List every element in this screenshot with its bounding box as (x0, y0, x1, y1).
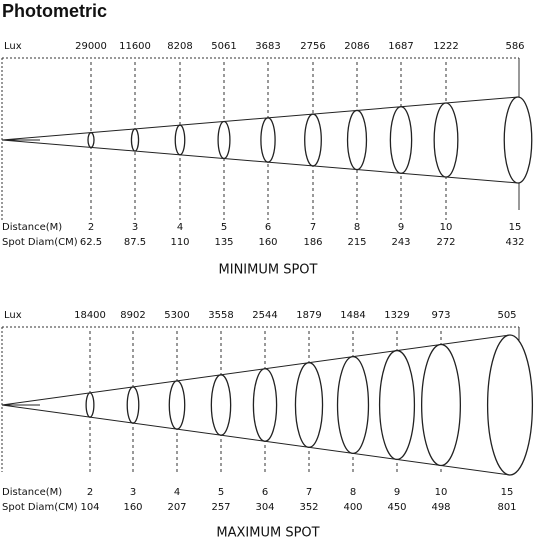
lux-value: 1329 (384, 310, 409, 321)
spot-ellipse (85, 392, 95, 418)
distance-value: 5 (221, 222, 227, 233)
spot-ellipse (433, 102, 459, 178)
spot-value: 62.5 (80, 237, 102, 248)
distance-value: 8 (354, 222, 360, 233)
lux-value: 2086 (344, 41, 369, 52)
spot-ellipse (252, 368, 278, 442)
spot-ellipse (294, 362, 324, 448)
spot-value: 498 (431, 502, 450, 513)
spot-value: 243 (391, 237, 410, 248)
spot-value: 110 (170, 237, 189, 248)
spot-value: 207 (167, 502, 186, 513)
spot-value: 160 (258, 237, 277, 248)
lux-value: 5061 (211, 41, 236, 52)
lux-value: 5300 (164, 310, 189, 321)
lux-value: 1687 (388, 41, 413, 52)
lux-value: 1484 (340, 310, 365, 321)
lux-value: 3558 (208, 310, 233, 321)
spot-ellipse (210, 374, 232, 436)
lux-value: 586 (505, 41, 524, 52)
lux-value: 11600 (119, 41, 151, 52)
distance-value: 7 (306, 487, 312, 498)
cone-edge (1, 334, 511, 406)
spot-ellipse (486, 334, 534, 476)
lux-value: 2756 (300, 41, 325, 52)
spot-label: Spot Diam(CM) (2, 237, 78, 248)
distance-value: 5 (218, 487, 224, 498)
distance-value: 10 (440, 222, 453, 233)
spot-ellipse (336, 355, 370, 455)
spot-ellipse (168, 380, 186, 430)
distance-value: 2 (87, 487, 93, 498)
lux-value: 505 (497, 310, 516, 321)
cone-edge (1, 96, 519, 141)
lux-value: 3683 (255, 41, 280, 52)
spot-value: 272 (436, 237, 455, 248)
distance-value: 9 (398, 222, 404, 233)
spot-ellipse (346, 109, 368, 171)
lux-label: Lux (4, 310, 22, 321)
spot-ellipse (420, 343, 462, 467)
lux-value: 1222 (433, 41, 458, 52)
cone-edge (1, 404, 511, 476)
lux-value: 8902 (120, 310, 145, 321)
spot-ellipse (217, 120, 231, 160)
distance-value: 2 (88, 222, 94, 233)
distance-value: 3 (130, 487, 136, 498)
spot-ellipse (503, 96, 533, 184)
spot-value: 87.5 (124, 237, 146, 248)
spot-ellipse (304, 113, 322, 167)
caption: MINIMUM SPOT (219, 263, 318, 278)
spot-value: 450 (387, 502, 406, 513)
distance-value: 8 (350, 487, 356, 498)
spot-ellipse (378, 349, 416, 461)
distance-label: Distance(M) (2, 487, 62, 498)
spot-value: 135 (214, 237, 233, 248)
spot-value: 400 (343, 502, 362, 513)
spot-ellipse (174, 124, 186, 156)
spot-ellipse (389, 106, 413, 174)
spot-value: 215 (347, 237, 366, 248)
spot-value: 104 (80, 502, 99, 513)
spot-ellipse (87, 131, 95, 149)
lux-value: 2544 (252, 310, 277, 321)
caption: MAXIMUM SPOT (216, 526, 319, 540)
distance-value: 4 (174, 487, 180, 498)
distance-value: 6 (265, 222, 271, 233)
distance-value: 3 (132, 222, 138, 233)
spot-ellipse (126, 386, 140, 424)
lux-value: 29000 (75, 41, 107, 52)
lux-value: 1879 (296, 310, 321, 321)
lux-label: Lux (4, 41, 22, 52)
spot-value: 352 (299, 502, 318, 513)
spot-ellipse (260, 117, 276, 163)
distance-value: 15 (501, 487, 514, 498)
spot-ellipse (130, 128, 140, 152)
spot-value: 257 (211, 502, 230, 513)
spot-value: 304 (255, 502, 274, 513)
distance-value: 9 (394, 487, 400, 498)
lux-value: 18400 (74, 310, 106, 321)
distance-value: 7 (310, 222, 316, 233)
lux-value: 973 (431, 310, 450, 321)
spot-value: 432 (505, 237, 524, 248)
spot-value: 801 (497, 502, 516, 513)
spot-value: 186 (303, 237, 322, 248)
title: Photometric (2, 1, 107, 21)
cone-edge (1, 139, 519, 184)
distance-value: 10 (435, 487, 448, 498)
spot-label: Spot Diam(CM) (2, 502, 78, 513)
spot-value: 160 (123, 502, 142, 513)
distance-value: 15 (509, 222, 522, 233)
lux-value: 8208 (167, 41, 192, 52)
distance-value: 4 (177, 222, 183, 233)
distance-value: 6 (262, 487, 268, 498)
distance-label: Distance(M) (2, 222, 62, 233)
